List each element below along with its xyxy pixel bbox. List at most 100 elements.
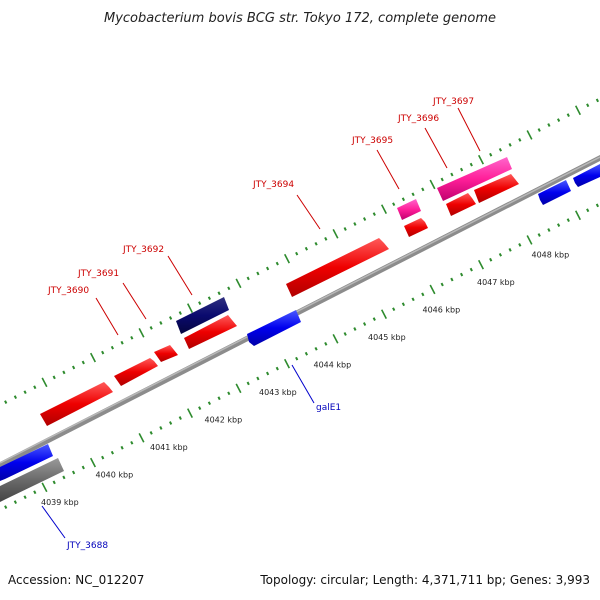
backbone-shadow [0,155,600,468]
minor-tick [246,276,250,281]
major-tick [574,210,582,221]
minor-tick [469,267,473,272]
backbone [0,155,600,468]
position-label: 4040 kbp [96,471,134,480]
minor-tick [353,222,357,226]
gene-red-3695b[interactable] [404,218,428,237]
label-jty-3692[interactable]: JTY_3692 [122,245,164,255]
minor-tick [595,203,600,208]
position-label: 4041 kbp [150,443,188,452]
major-tick [138,433,145,443]
minor-tick [110,345,114,350]
leader-jty-3688 [41,505,66,539]
minor-tick [33,385,37,390]
minor-tick [557,223,561,227]
gene-jty-3697[interactable] [437,157,512,201]
minor-tick [557,118,561,122]
label-jty-3695[interactable]: JTY_3695 [351,136,393,146]
minor-tick [440,177,444,182]
minor-tick [256,376,260,381]
minor-tick [489,257,493,262]
major-tick [574,105,582,116]
major-tick [429,179,436,190]
minor-tick [217,396,221,401]
minor-tick [460,167,464,172]
minor-tick [372,212,376,216]
minor-tick [547,228,551,232]
gene-small-red-1[interactable] [154,345,178,362]
position-label: 4047 kbp [477,278,515,287]
minor-tick [324,236,328,241]
label-galE1[interactable]: galE1 [316,403,341,413]
label-jty-3690[interactable]: JTY_3690 [47,286,89,296]
position-label: 4048 kbp [532,251,570,260]
minor-tick [392,202,396,207]
gene-red-3696b[interactable] [474,174,519,203]
gene-jty-3692[interactable] [176,297,229,334]
major-tick [526,235,533,245]
label-jty-3691[interactable]: JTY_3691 [77,269,119,279]
label-jty-3697[interactable]: JTY_3697 [432,97,474,107]
gene-jty-3695[interactable] [397,199,421,220]
minor-tick [566,113,570,118]
gene-jty-3688[interactable] [0,444,53,481]
minor-tick [71,470,76,475]
leader-jty-3692 [167,255,193,296]
backbone-highlight [0,156,600,464]
label-jty-3688[interactable]: JTY_3688 [66,541,108,551]
major-tick [477,154,485,165]
minor-tick [256,271,260,276]
minor-tick [460,272,464,277]
minor-tick [217,291,221,296]
minor-tick [440,282,444,287]
minor-tick [421,187,425,192]
label-jty-3696[interactable]: JTY_3696 [397,114,439,124]
gene-jty-3690[interactable] [40,382,113,426]
gene-red-3693[interactable] [184,315,237,349]
major-tick [477,259,485,270]
minor-tick [62,475,66,480]
minor-tick [52,375,56,380]
gene-reverse-gray[interactable] [0,458,64,502]
major-tick [186,408,194,418]
minor-tick [489,152,493,157]
label-jty-3694[interactable]: JTY_3694 [252,180,294,190]
gene-galE1[interactable] [247,310,301,346]
gene-jty-3696[interactable] [446,193,476,216]
minor-tick [178,311,182,315]
minor-tick [23,495,27,500]
accession-text: Accession: NC_012207 [8,573,144,587]
minor-tick [130,335,134,340]
leader-jty-3697 [457,107,481,152]
leader-jty-3695 [376,149,400,190]
minor-tick [71,365,76,370]
minor-tick [52,480,56,485]
minor-tick [149,326,153,330]
minor-tick [547,123,551,127]
leader-galE1 [291,364,315,404]
gene-blue-right-1[interactable] [538,180,571,205]
minor-tick [169,421,173,425]
minor-tick [207,401,211,406]
minor-tick [130,440,134,445]
minor-tick [207,296,211,301]
major-tick [235,278,242,289]
minor-tick [508,142,512,147]
minor-tick [508,247,512,252]
leader-jty-3690 [95,297,119,336]
gene-jty-3694[interactable] [286,238,389,297]
minor-tick [362,322,367,326]
minor-tick [469,162,473,167]
position-label: 4044 kbp [314,361,352,370]
minor-tick [101,350,105,355]
minor-tick [266,371,270,376]
gene-labels: JTY_3688 JTY_3690 JTY_3691 JTY_3692 JTY_… [41,97,481,551]
major-tick [526,130,533,140]
minor-tick [227,391,231,396]
minor-tick [101,455,105,460]
minor-tick [178,416,182,420]
position-label: 4039 kbp [41,498,79,507]
gene-blue-right-2[interactable] [573,164,600,187]
gene-jty-3691[interactable] [114,358,158,386]
